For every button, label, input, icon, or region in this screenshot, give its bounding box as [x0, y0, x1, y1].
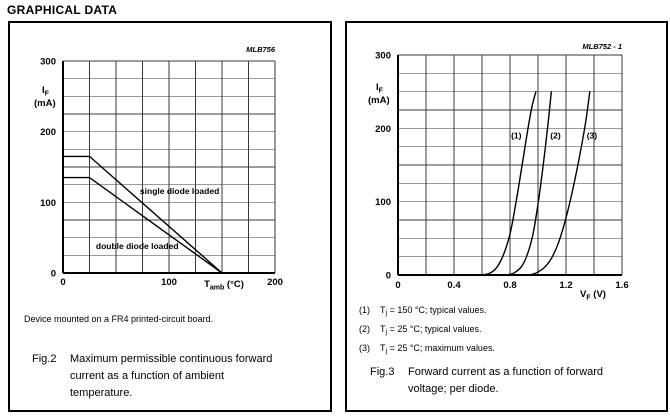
series-curve — [62, 155, 223, 274]
series-label: (3) — [587, 131, 598, 141]
y-tick-label: 0 — [386, 271, 391, 282]
y-tick-label: 100 — [375, 197, 391, 208]
y-axis-unit: (mA) — [34, 98, 56, 109]
x-tick-label: 100 — [161, 277, 177, 288]
series-label: (1) — [511, 131, 522, 141]
x-tick-label: 0.4 — [447, 280, 461, 291]
fig3-footnotes: (1) Tj = 150 °C; typical values. (2) Tj = 2… — [359, 305, 495, 362]
footnote-text: Tj = 150 °C; typical values. — [380, 305, 487, 317]
x-tick-label: 0 — [60, 277, 65, 288]
y-tick-label: 0 — [51, 269, 56, 280]
x-tick-label: 200 — [267, 277, 283, 288]
x-tick-label: 0.8 — [503, 280, 516, 291]
y-tick-label: 200 — [40, 127, 56, 138]
series-curve — [528, 90, 591, 276]
x-axis-label: Tamb (°C) — [204, 279, 244, 292]
y-axis-label: IF — [42, 85, 50, 98]
fig3-caption-label: Fig.3 — [370, 366, 395, 378]
fig3-panel: 0 100 200 300 0 0.4 0.8 1.2 1.6 MLB752 - 1 VF (V) I… — [345, 21, 668, 412]
footnote: (2) Tj = 25 °C; typical values. — [359, 324, 495, 336]
footnote-number: (1) — [359, 305, 370, 315]
fig3-chart: 0 100 200 300 0 0.4 0.8 1.2 1.6 MLB752 - 1 VF (V) I… — [368, 42, 629, 302]
fig2-chart: 0 100 200 300 0 100 200 MLB756 Tamb (°C) IF(mA) si… — [34, 45, 283, 292]
y-tick-label: 300 — [375, 51, 391, 62]
x-tick-label: 1.2 — [559, 280, 572, 291]
y-tick-label: 200 — [375, 124, 391, 135]
y-tick-label: 100 — [40, 198, 56, 209]
x-tick-label: 0 — [395, 280, 400, 291]
plot-id-label: MLB752 - 1 — [582, 42, 622, 51]
series-label: single diode loaded — [140, 186, 219, 196]
series-curve — [62, 176, 223, 274]
fig3-caption-text: Forward current as a function of forward… — [408, 366, 604, 395]
x-axis-label: VF (V) — [580, 289, 606, 302]
plot-id-label: MLB756 — [246, 45, 276, 54]
y-axis-unit: (mA) — [368, 95, 390, 106]
series-curve — [506, 90, 552, 276]
series-label: (2) — [550, 131, 561, 141]
footnote: (1) Tj = 150 °C; typical values. — [359, 305, 495, 317]
fig2-caption-label: Fig.2 — [32, 353, 57, 365]
series-curve — [481, 90, 537, 276]
series-label: double diode loaded — [96, 241, 179, 251]
fig2-caption-text: Maximum permissible continuous forward c… — [70, 353, 273, 399]
fig2-panel: 0 100 200 300 0 100 200 MLB756 Tamb (°C) IF (mA) si… — [8, 21, 332, 412]
fig2-note: Device mounted on a FR4 printed-circuit … — [24, 314, 214, 324]
fig3-caption: Fig.3 Forward current as a function of f… — [370, 364, 636, 398]
y-axis-label: IF — [376, 82, 384, 95]
footnote: (3) Tj = 25 °C; maximum values. — [359, 343, 495, 355]
footnote-number: (2) — [359, 324, 370, 334]
x-tick-label: 1.6 — [615, 280, 628, 291]
footnote-number: (3) — [359, 343, 370, 353]
footnote-text: Tj = 25 °C; typical values. — [380, 324, 482, 336]
y-tick-label: 300 — [40, 57, 56, 68]
fig2-caption: Fig.2 Maximum permissible continuous for… — [32, 351, 288, 402]
page-title: GRAPHICAL DATA — [7, 3, 118, 17]
footnote-text: Tj = 25 °C; maximum values. — [380, 343, 495, 355]
